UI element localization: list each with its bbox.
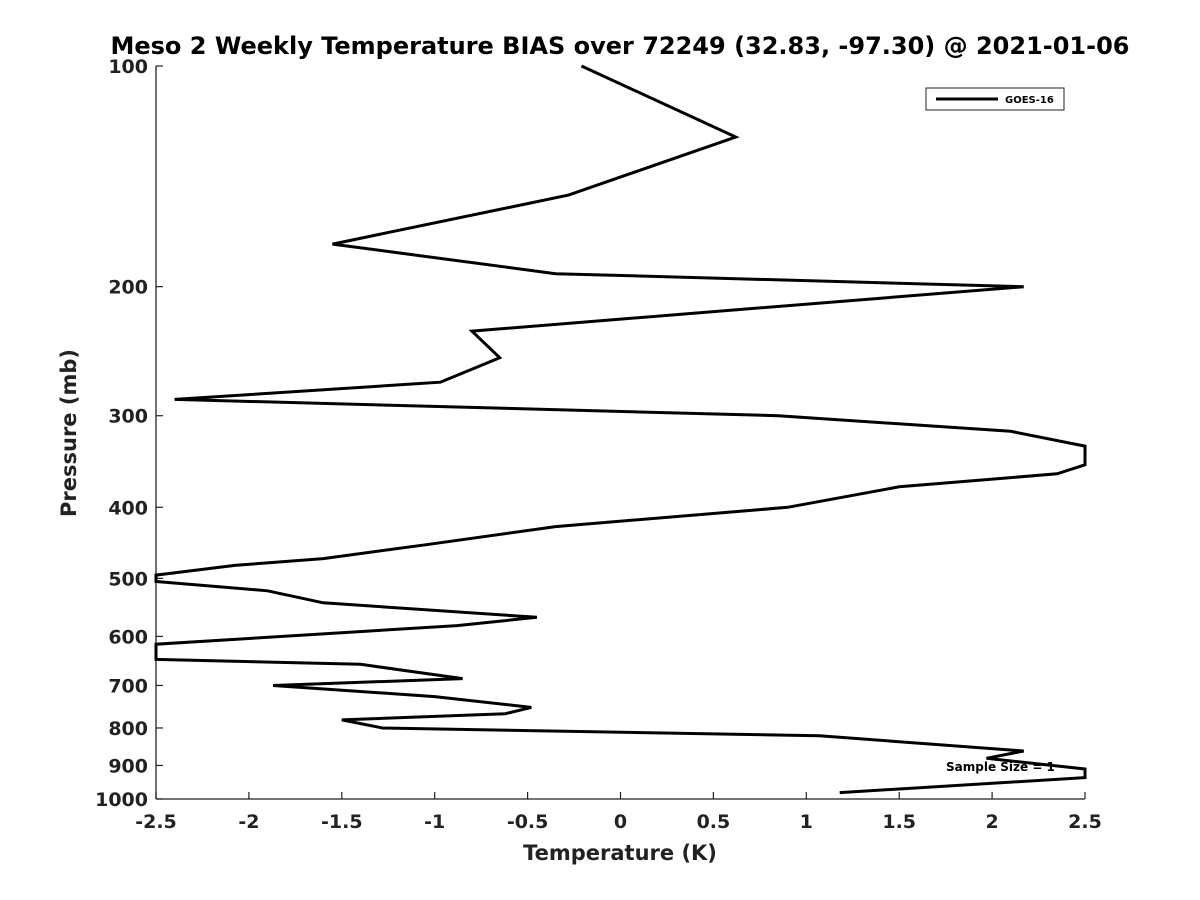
x-tick-label: 1.5 (882, 811, 916, 833)
x-tick-label: -0.5 (507, 811, 549, 833)
y-axis-label: Pressure (mb) (57, 349, 81, 517)
series-line-goes-16 (154, 64, 1087, 795)
legend-entry-goes-16: GOES-16 (1005, 95, 1054, 106)
plot-area: -2.5 -2 -1.5 -1 -0.5 0 0.5 1 1.5 2 2.5 100 200 300 40… (95, 56, 1102, 833)
y-tick-label: 900 (108, 755, 148, 777)
sample-size-annotation: Sample Size = 1 (946, 760, 1055, 774)
x-tick-label: -1.5 (321, 811, 363, 833)
y-tick-label: 500 (108, 568, 148, 590)
x-tick-label: 2 (985, 811, 998, 833)
x-tick-label: -1 (424, 811, 445, 833)
y-ticks: 100 200 300 400 500 600 700 800 900 1000 (95, 56, 163, 811)
y-tick-label: 600 (108, 626, 148, 648)
y-tick-label: 100 (108, 56, 148, 78)
x-tick-label: 0.5 (697, 811, 731, 833)
y-tick-label: 800 (108, 718, 148, 740)
x-tick-label: 2.5 (1068, 811, 1102, 833)
chart-title: Meso 2 Weekly Temperature BIAS over 7224… (110, 32, 1129, 60)
x-tick-label: 1 (800, 811, 813, 833)
y-tick-label: 300 (108, 406, 148, 428)
y-tick-label: 700 (108, 675, 148, 697)
x-axis-label: Temperature (K) (523, 841, 717, 865)
x-tick-label: -2.5 (135, 811, 177, 833)
x-ticks: -2.5 -2 -1.5 -1 -0.5 0 0.5 1 1.5 2 2.5 (135, 792, 1102, 833)
x-tick-label: -2 (238, 811, 259, 833)
x-tick-label: 0 (614, 811, 627, 833)
y-tick-label: 400 (108, 497, 148, 519)
legend: GOES-16 (925, 87, 1065, 111)
series-layer (154, 64, 1087, 795)
y-tick-label: 1000 (95, 789, 148, 811)
y-tick-label: 200 (108, 277, 148, 299)
